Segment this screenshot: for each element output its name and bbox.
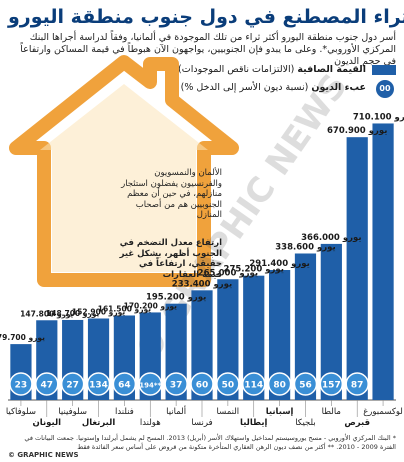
debt-circle-3	[60, 372, 85, 396]
value-label-9: 265.000 يورو	[198, 268, 258, 278]
credit: © GRAPHIC NEWS	[8, 451, 79, 459]
intro-text: أسر دول جنوب منطقة اليورو أكثر ثراء من ت…	[20, 32, 396, 67]
bar-8	[191, 290, 213, 400]
callout-renters: الألمان والنمسويون والفرنسيون يفضلون است…	[121, 168, 222, 220]
debt-value-11: 80	[273, 381, 286, 391]
category-label-13: مالطا	[322, 407, 341, 417]
legend: القيمة الصافية (الالتزامات ناقص الموجودا…	[146, 62, 396, 98]
value-label-8: 233.400 يورو	[172, 279, 232, 289]
category-label-8: فرنسا	[191, 418, 212, 428]
legend-net-worth-note: (الالتزامات ناقص الموجودات)	[178, 64, 295, 75]
category-label-7: ألمانيا	[166, 405, 186, 417]
bar-10	[243, 275, 265, 400]
page-title: الثراء المصطنع في دول جنوب منطقة اليورو	[8, 6, 404, 28]
debt-value-5: 64	[118, 381, 131, 391]
value-label-12: 338.600 يورو	[275, 242, 335, 252]
category-label-9: النمسا	[217, 407, 240, 417]
category-label-10: إيطاليا	[240, 418, 268, 428]
value-label-5: 161.500 يورو	[98, 304, 151, 313]
debt-value-8: 60	[196, 381, 209, 391]
debt-circle-2	[35, 372, 59, 396]
bar-15	[372, 123, 394, 400]
category-label-11: إسبانيا	[266, 407, 294, 417]
debt-circles-group: 23 47 27 134 64 194** 37 60 50 114 80 56 157 87	[9, 372, 369, 396]
category-label-14: قبرص	[344, 418, 370, 428]
legend-debt-circle: 00	[376, 80, 394, 98]
category-label-15: لوكسمبورغ	[363, 407, 403, 417]
debt-value-4: 134	[89, 381, 108, 391]
house-outline-icon	[9, 55, 239, 287]
category-label-2: اليونان	[33, 418, 62, 428]
value-label-15: 710.100 يورو	[353, 112, 404, 122]
value-label-1: 79.700 يورو	[0, 333, 45, 342]
debt-circle-4	[86, 372, 111, 396]
bar-11	[268, 270, 291, 400]
value-label-11: 291.400 يورو	[249, 259, 309, 269]
legend-debt-note: (نسبة ديون الأسر إلى الدخل %)	[180, 82, 309, 93]
debt-value-1: 23	[15, 381, 28, 391]
value-label-14: 670.900 يورو	[327, 126, 387, 136]
debt-value-12: 56	[299, 381, 312, 391]
value-label-2: 147.800 يورو	[20, 309, 73, 318]
category-label-12: بلجيكا	[295, 418, 316, 428]
bar-9	[217, 279, 239, 400]
legend-net-worth: القيمة الصافية (الالتزامات ناقص الموجودا…	[146, 62, 396, 78]
debt-value-2: 47	[41, 381, 54, 391]
debt-value-14: 87	[351, 381, 364, 391]
debt-value-6: 194**	[139, 382, 161, 390]
category-label-4: البرتغال	[82, 418, 116, 428]
category-label-6: هولندا	[140, 418, 161, 428]
debt-circle-14	[345, 372, 369, 396]
house-illustration	[9, 55, 239, 287]
legend-debt-label: عبء الديون	[311, 82, 366, 93]
category-label-1: سلوفاكيا	[6, 407, 36, 417]
value-label-6: 170.200 يورو	[124, 301, 177, 310]
category-label-3: سلوفينيا	[58, 407, 87, 417]
bar-14	[346, 137, 368, 400]
legend-bar-swatch	[372, 65, 396, 75]
category-label-5: فنلندا	[115, 407, 134, 417]
debt-circle-1	[9, 372, 33, 396]
value-label-4: 152.900 يورو	[72, 307, 125, 316]
debt-value-9: 50	[222, 381, 235, 391]
debt-value-10: 114	[244, 381, 263, 391]
value-label-7: 195.200 يورو	[146, 293, 206, 303]
house-fill-icon	[40, 84, 208, 272]
debt-circle-10	[241, 372, 266, 396]
debt-circle-7	[164, 372, 188, 396]
value-label-13: 366.000 يورو	[301, 233, 361, 243]
debt-value-7: 37	[170, 381, 183, 391]
debt-value-3: 27	[66, 381, 79, 391]
footnote: * البنك المركزي الأوروبي - مسح يوروسيستم…	[24, 434, 396, 451]
value-label-10: 275.200 يورو	[224, 265, 284, 275]
debt-circle-12	[293, 372, 318, 396]
debt-value-13: 157	[322, 381, 341, 391]
legend-debt: 00 عبء الديون (نسبة ديون الأسر إلى الدخل…	[146, 80, 396, 98]
debt-circle-5	[112, 372, 137, 396]
bar-12	[294, 253, 317, 400]
debt-circle-9	[216, 372, 240, 396]
value-label-3: 148.700 يورو	[46, 309, 99, 318]
bar-13	[320, 243, 342, 400]
callout-inflation: ارتفاع معدل التضخم في الجنوب أظهر، بشكل …	[119, 238, 222, 280]
debt-circle-8	[190, 372, 214, 396]
debt-circle-13	[319, 372, 344, 396]
legend-net-worth-label: القيمة الصافية	[297, 64, 366, 75]
debt-circle-6	[138, 372, 163, 396]
debt-circle-11	[267, 372, 292, 396]
